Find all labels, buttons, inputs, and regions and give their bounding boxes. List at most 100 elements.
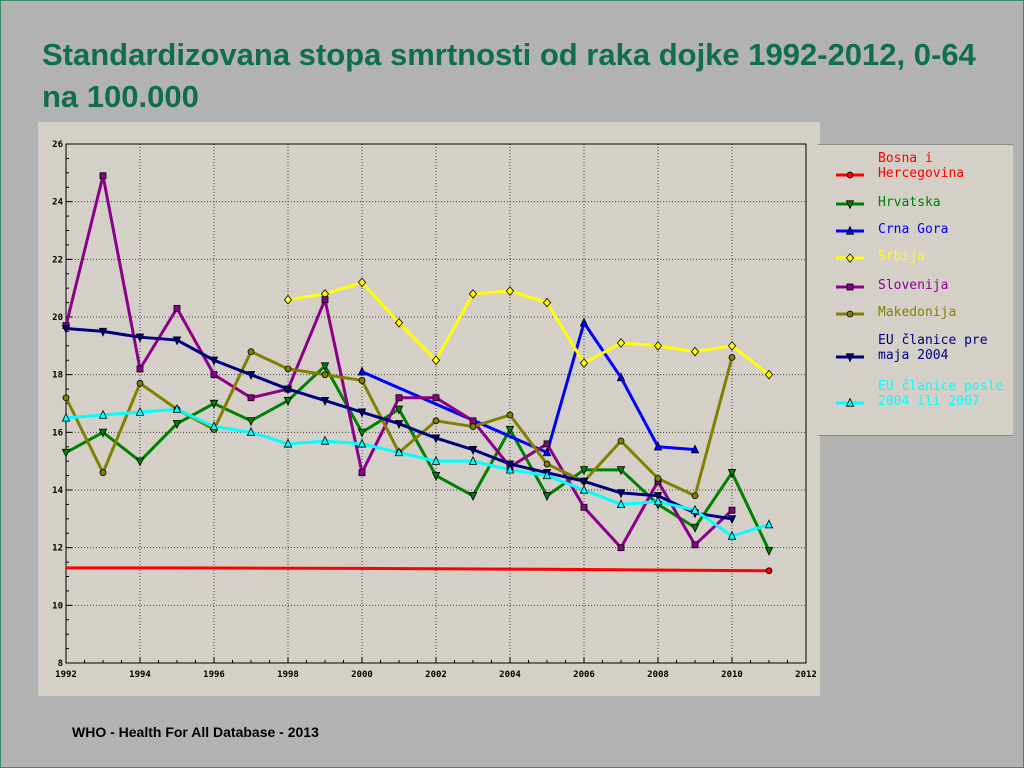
data-point-1: [579, 466, 589, 476]
data-point-5: [432, 417, 440, 425]
legend-swatch: [836, 253, 864, 263]
data-point-2: [616, 372, 626, 382]
legend-marker: [845, 397, 855, 407]
data-point-6: [394, 420, 404, 430]
data-point-1: [98, 428, 108, 438]
data-point-3: [579, 358, 589, 368]
y-tick-label: 12: [52, 544, 63, 554]
data-point-7: [61, 412, 71, 422]
source-note: WHO - Health For All Database - 2013: [72, 724, 319, 740]
legend-swatch: [836, 310, 864, 318]
x-tick-label: 1998: [277, 670, 299, 680]
data-point-1: [209, 399, 219, 409]
data-point-4: [691, 541, 699, 549]
data-point-1: [320, 362, 330, 372]
data-point-5: [691, 492, 699, 500]
data-point-6: [357, 408, 367, 418]
data-point-5: [136, 379, 144, 387]
legend-marker: [845, 200, 855, 210]
series-line-7: [65, 407, 770, 538]
data-point-3: [431, 355, 441, 366]
legend-label: Srbija: [878, 249, 925, 264]
data-point-7: [653, 496, 663, 506]
data-point-6: [283, 385, 293, 395]
x-tick-label: 2002: [425, 670, 447, 680]
data-point-1: [283, 397, 293, 406]
legend-marker: [846, 171, 854, 179]
data-point-4: [173, 304, 181, 312]
chart-legend: Bosna i Hercegovina Hrvatska Crna Gora Srbi…: [818, 144, 1013, 436]
data-point-5: [62, 394, 70, 402]
data-point-3: [653, 341, 663, 351]
data-point-1: [246, 417, 256, 427]
data-point-7: [246, 426, 256, 436]
legend-label: Bosna i Hercegovina: [878, 151, 965, 181]
data-point-6: [172, 336, 182, 346]
x-tick-label: 2012: [795, 670, 817, 680]
data-point-1: [690, 523, 700, 533]
data-point-7: [357, 438, 367, 448]
data-point-4: [210, 371, 218, 379]
data-point-4: [247, 394, 255, 402]
data-point-7: [468, 455, 478, 465]
series-line-2: [361, 321, 696, 455]
legend-label: EU članice posle 2004 ili 2007: [878, 379, 1004, 409]
y-tick-label: 18: [52, 371, 63, 381]
legend-marker: [845, 353, 855, 363]
data-point-7: [542, 470, 552, 480]
data-point-5: [506, 411, 514, 419]
legend-swatch: [836, 353, 864, 363]
series-line-1: [65, 364, 771, 552]
data-point-5: [247, 348, 255, 356]
x-tick-label: 1994: [129, 670, 151, 680]
data-point-6: [616, 489, 626, 499]
data-point-3: [542, 297, 552, 308]
slide-title: Standardizovana stopa smrtnosti od raka …: [42, 37, 976, 114]
y-tick-label: 8: [58, 659, 63, 669]
y-tick-label: 16: [52, 428, 63, 438]
series-line-0: [66, 566, 770, 573]
y-tick-label: 22: [52, 255, 63, 265]
data-point-7: [431, 455, 441, 465]
data-point-4: [358, 469, 366, 477]
data-point-4: [617, 544, 625, 552]
x-tick-label: 2010: [721, 670, 743, 680]
data-point-5: [358, 377, 366, 384]
data-point-0: [765, 567, 773, 575]
data-point-7: [764, 519, 774, 529]
data-point-7: [209, 421, 219, 431]
legend-marker: [846, 283, 854, 291]
data-point-2: [653, 441, 663, 451]
data-point-5: [728, 353, 736, 361]
data-point-6: [98, 327, 108, 337]
x-tick-label: 1992: [55, 670, 77, 680]
data-point-4: [469, 417, 477, 425]
data-point-6: [468, 446, 478, 455]
data-point-3: [394, 317, 404, 328]
data-point-4: [543, 440, 551, 448]
data-point-3: [468, 289, 478, 299]
data-point-3: [357, 277, 367, 288]
data-point-6: [209, 356, 219, 366]
data-point-4: [321, 296, 329, 304]
legend-label: EU članice pre maja 2004: [878, 333, 988, 363]
legend-marker: [845, 253, 855, 263]
y-tick-label: 14: [52, 486, 63, 496]
y-tick-label: 24: [52, 198, 63, 208]
x-tick-label: 2000: [351, 670, 373, 680]
data-point-4: [99, 172, 107, 180]
data-point-1: [394, 405, 404, 415]
legend-swatch: [836, 225, 864, 235]
data-point-1: [616, 466, 626, 476]
data-point-2: [357, 366, 367, 376]
data-point-7: [135, 406, 145, 416]
data-point-6: [61, 324, 71, 334]
data-point-1: [764, 546, 774, 556]
data-point-3: [505, 286, 515, 296]
data-point-6: [246, 371, 256, 381]
chart-panel: 1992 1994 1996 1998 2000 2002 2004 2006 2008 2010…: [38, 122, 820, 696]
data-point-7: [505, 464, 515, 474]
data-point-6: [579, 477, 589, 487]
data-point-5: [321, 371, 329, 379]
data-point-3: [283, 294, 293, 305]
